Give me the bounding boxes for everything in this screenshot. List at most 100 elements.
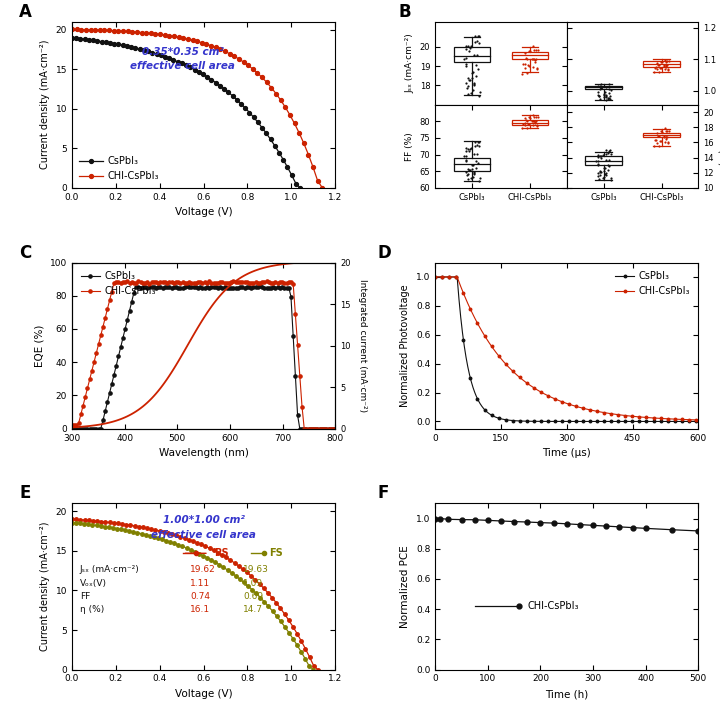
- Y-axis label: Normalized Photovoltage: Normalized Photovoltage: [400, 284, 410, 407]
- Point: [603, 78, 615, 90]
- Point: [462, 81, 474, 92]
- Point: [652, 63, 663, 75]
- Point: [518, 118, 529, 130]
- CHI-CsPbI₃: [653, 414, 662, 423]
- Point: [660, 125, 671, 137]
- Point: [472, 148, 483, 160]
- FS: [150, 533, 158, 541]
- Line: FS: FS: [71, 521, 315, 671]
- Point: [603, 92, 615, 104]
- Point: [470, 71, 482, 82]
- Point: [598, 172, 609, 184]
- Point: [459, 150, 470, 162]
- Text: 0.69: 0.69: [243, 592, 264, 601]
- Point: [660, 131, 671, 143]
- RS: [109, 518, 118, 527]
- Point: [594, 165, 606, 176]
- Point: [604, 84, 616, 95]
- Point: [471, 35, 482, 46]
- Point: [462, 163, 474, 174]
- Point: [466, 73, 477, 84]
- Point: [595, 94, 606, 105]
- Legend: CsPbI₃, CHI-CsPbI₃: CsPbI₃, CHI-CsPbI₃: [77, 154, 161, 183]
- Point: [532, 112, 544, 123]
- Text: 19.62: 19.62: [190, 565, 216, 575]
- Point: [521, 122, 533, 133]
- Point: [520, 120, 531, 131]
- Point: [603, 145, 615, 156]
- Bar: [454, 47, 490, 62]
- Point: [659, 60, 670, 71]
- Text: 1.11: 1.11: [190, 579, 210, 588]
- Point: [474, 175, 485, 186]
- Point: [590, 156, 602, 167]
- Text: RS: RS: [214, 549, 229, 558]
- Point: [463, 164, 474, 176]
- Text: FF: FF: [80, 592, 90, 601]
- Point: [467, 84, 479, 96]
- Point: [597, 150, 608, 161]
- CHI-CsPbI₃: [318, 184, 327, 192]
- Point: [527, 119, 539, 130]
- Bar: [585, 86, 622, 89]
- Point: [592, 149, 603, 161]
- Bar: [585, 156, 622, 165]
- CsPbI₃: [256, 282, 264, 291]
- Point: [466, 87, 477, 99]
- Point: [528, 117, 540, 128]
- Point: [663, 125, 675, 137]
- CHI-CsPbI₃: [251, 278, 260, 287]
- Point: [462, 168, 474, 180]
- CsPbI₃: [271, 142, 279, 150]
- Point: [660, 61, 672, 73]
- Text: 0.74: 0.74: [190, 592, 210, 601]
- Point: [530, 112, 541, 123]
- Point: [598, 171, 610, 183]
- Point: [595, 83, 607, 94]
- Point: [474, 91, 485, 102]
- Point: [593, 90, 604, 102]
- CHI-CsPbI₃: [114, 27, 122, 35]
- Point: [594, 169, 606, 181]
- Point: [467, 160, 478, 171]
- Point: [469, 30, 481, 42]
- Point: [595, 166, 606, 178]
- CHI-CsPbI₃: [588, 406, 596, 415]
- Point: [466, 163, 477, 175]
- Line: CsPbI₃: CsPbI₃: [434, 276, 700, 423]
- Point: [472, 31, 484, 42]
- RS: [147, 525, 156, 534]
- Point: [653, 130, 665, 142]
- Point: [525, 112, 536, 123]
- Legend: CsPbI₃, CHI-CsPbI₃: CsPbI₃, CHI-CsPbI₃: [611, 267, 693, 300]
- Point: [600, 168, 611, 179]
- Line: CHI-CsPbI₃: CHI-CsPbI₃: [70, 27, 324, 189]
- Point: [662, 137, 674, 148]
- Point: [521, 53, 533, 64]
- RS: [130, 521, 139, 530]
- Point: [461, 145, 472, 156]
- CsPbI₃: [93, 37, 102, 45]
- CsPbI₃: [122, 42, 131, 50]
- FS: [219, 563, 228, 572]
- Line: CHI-CsPbI₃: CHI-CsPbI₃: [71, 279, 337, 431]
- Text: C: C: [19, 243, 32, 261]
- CHI-CsPbI₃: [278, 277, 287, 286]
- Text: 19.63: 19.63: [243, 565, 269, 575]
- CsPbI₃: [431, 273, 439, 282]
- Text: 1.09: 1.09: [243, 579, 264, 588]
- Point: [600, 145, 612, 156]
- Point: [594, 84, 606, 95]
- Point: [595, 150, 607, 162]
- CHI-CsPbI₃: [592, 407, 600, 415]
- Point: [459, 53, 470, 64]
- X-axis label: Voltage (V): Voltage (V): [175, 689, 233, 699]
- Point: [526, 116, 538, 127]
- Point: [604, 91, 616, 102]
- Point: [460, 40, 472, 51]
- Point: [651, 127, 662, 138]
- Point: [469, 148, 480, 160]
- Point: [462, 89, 474, 100]
- Y-axis label: FF (%): FF (%): [405, 132, 414, 161]
- Point: [528, 115, 540, 127]
